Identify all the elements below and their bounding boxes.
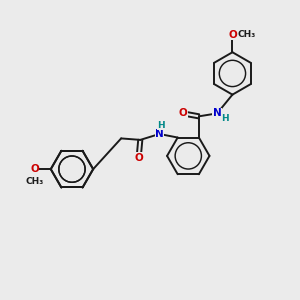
Text: O: O xyxy=(178,108,187,118)
Text: N: N xyxy=(213,108,221,118)
Text: O: O xyxy=(30,164,39,174)
Text: H: H xyxy=(157,121,165,130)
Text: CH₃: CH₃ xyxy=(26,176,44,185)
Text: O: O xyxy=(134,153,143,163)
Text: N: N xyxy=(155,129,164,139)
Text: O: O xyxy=(228,30,237,40)
Text: H: H xyxy=(222,114,229,123)
Text: CH₃: CH₃ xyxy=(238,30,256,39)
